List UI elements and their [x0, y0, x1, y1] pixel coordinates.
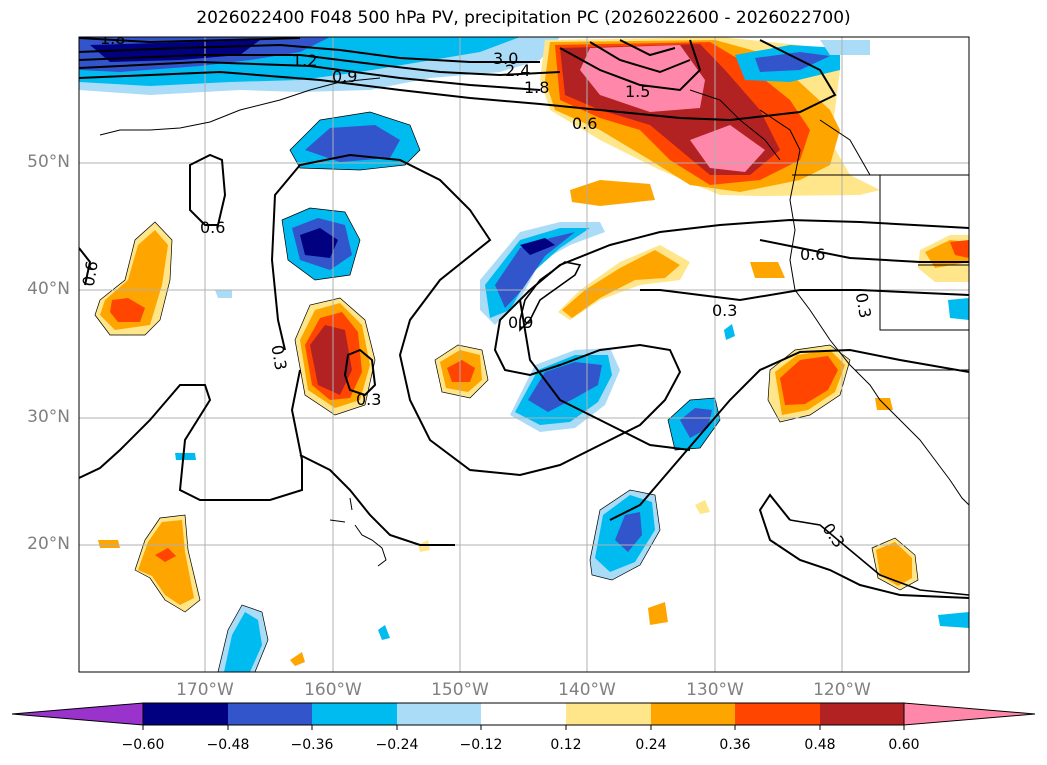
map-title: 2026022400 F048 500 hPa PV, precipitatio… [196, 8, 851, 28]
precip-outlines [94, 111, 919, 672]
coastlines [99, 77, 969, 567]
colorbar-tick-label: −0.12 [459, 737, 503, 753]
lat-label-30n: 30°N [27, 407, 70, 427]
colorbar-tick-label: −0.24 [375, 737, 419, 753]
colorbar-tick-label: −0.48 [206, 737, 250, 753]
contour-label: 0.3 [267, 343, 290, 371]
lon-label-140w: 140°W [558, 680, 616, 700]
contour-label: 0.6 [200, 218, 225, 237]
contour-label: 3.0 [493, 49, 518, 68]
colorbar [11, 702, 1036, 730]
colorbar-tick-label: 0.60 [888, 737, 920, 753]
lat-label-50n: 50°N [27, 152, 70, 172]
contour-label: 0.9 [332, 67, 357, 86]
contour-label: 0.3 [356, 390, 381, 409]
contour-label: 0.6 [79, 259, 102, 287]
map-panel: 1.8 1.2 0.9 3.0 2.4 1.8 1.5 0.6 0.6 0.6 … [79, 29, 969, 672]
map-frame [78, 36, 970, 673]
contour-label: 0.3 [852, 291, 875, 319]
colorbar-tick-label: 0.48 [804, 737, 836, 753]
contour-label: 0.3 [712, 301, 737, 320]
lat-label-20n: 20°N [27, 534, 70, 554]
colorbar-tick-label: 0.36 [719, 737, 751, 753]
colorbar-tick-label: −0.60 [121, 737, 165, 753]
colorbar-tick-label: 0.24 [635, 737, 667, 753]
contour-label: 0.9 [508, 313, 533, 332]
colorbar-tick-label: −0.36 [290, 737, 334, 753]
lon-label-160w: 160°W [304, 680, 362, 700]
contour-label: 0.6 [572, 114, 597, 133]
contour-label: 1.5 [625, 82, 650, 101]
colorbar-upper-extension [903, 702, 1036, 726]
contour-label: 0.6 [800, 245, 825, 264]
colorbar-lower-extension [11, 702, 144, 726]
contour-label: 1.8 [524, 78, 549, 97]
lon-label-170w: 170°W [176, 680, 234, 700]
contour-label: 1.2 [292, 51, 317, 70]
lat-label-40n: 40°N [27, 279, 70, 299]
lon-label-130w: 130°W [686, 680, 744, 700]
colorbar-tick-label: 0.12 [550, 737, 582, 753]
contour-label: 1.8 [100, 29, 125, 48]
contour-label: 2.4 [505, 61, 530, 80]
lon-label-150w: 150°W [431, 680, 489, 700]
pv-contours [79, 37, 969, 599]
lon-label-120w: 120°W [813, 680, 871, 700]
